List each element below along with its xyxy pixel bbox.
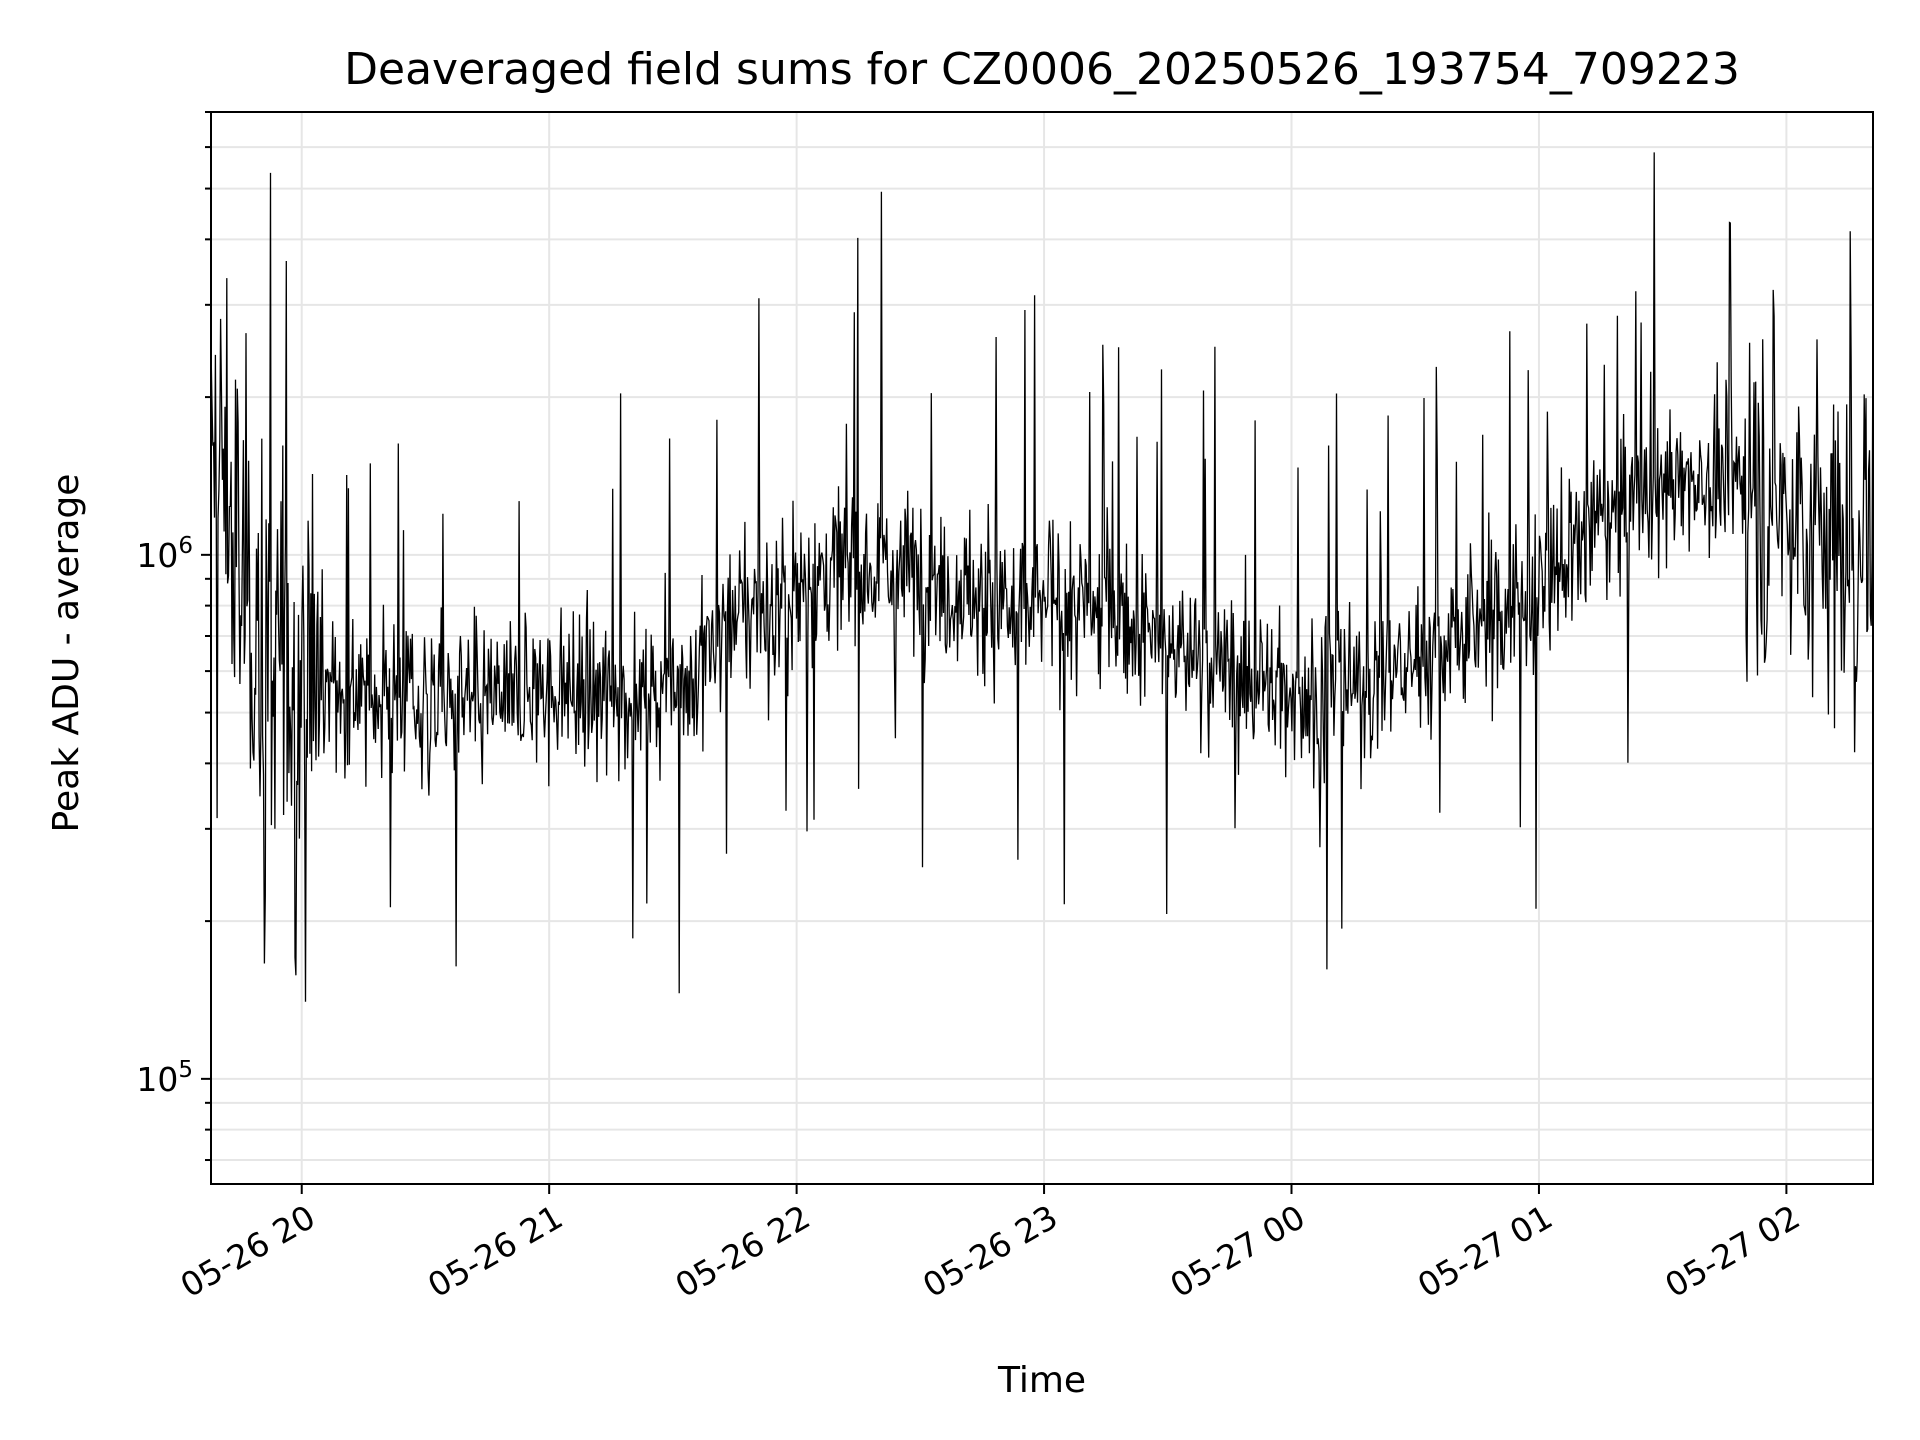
- y-axis: 105 106: [136, 111, 211, 1162]
- chart-title: Deaveraged field sums for CZ0006_2025052…: [344, 44, 1740, 95]
- y-tick-label: 105: [136, 1057, 193, 1099]
- x-axis-label: Time: [997, 1360, 1086, 1401]
- series-line-group: [210, 152, 1874, 1002]
- series-line: [210, 152, 1874, 1002]
- y-axis-label: Peak ADU - average: [46, 474, 87, 833]
- y-tick-label: 106: [136, 533, 193, 575]
- plot-frame: [210, 111, 1874, 1185]
